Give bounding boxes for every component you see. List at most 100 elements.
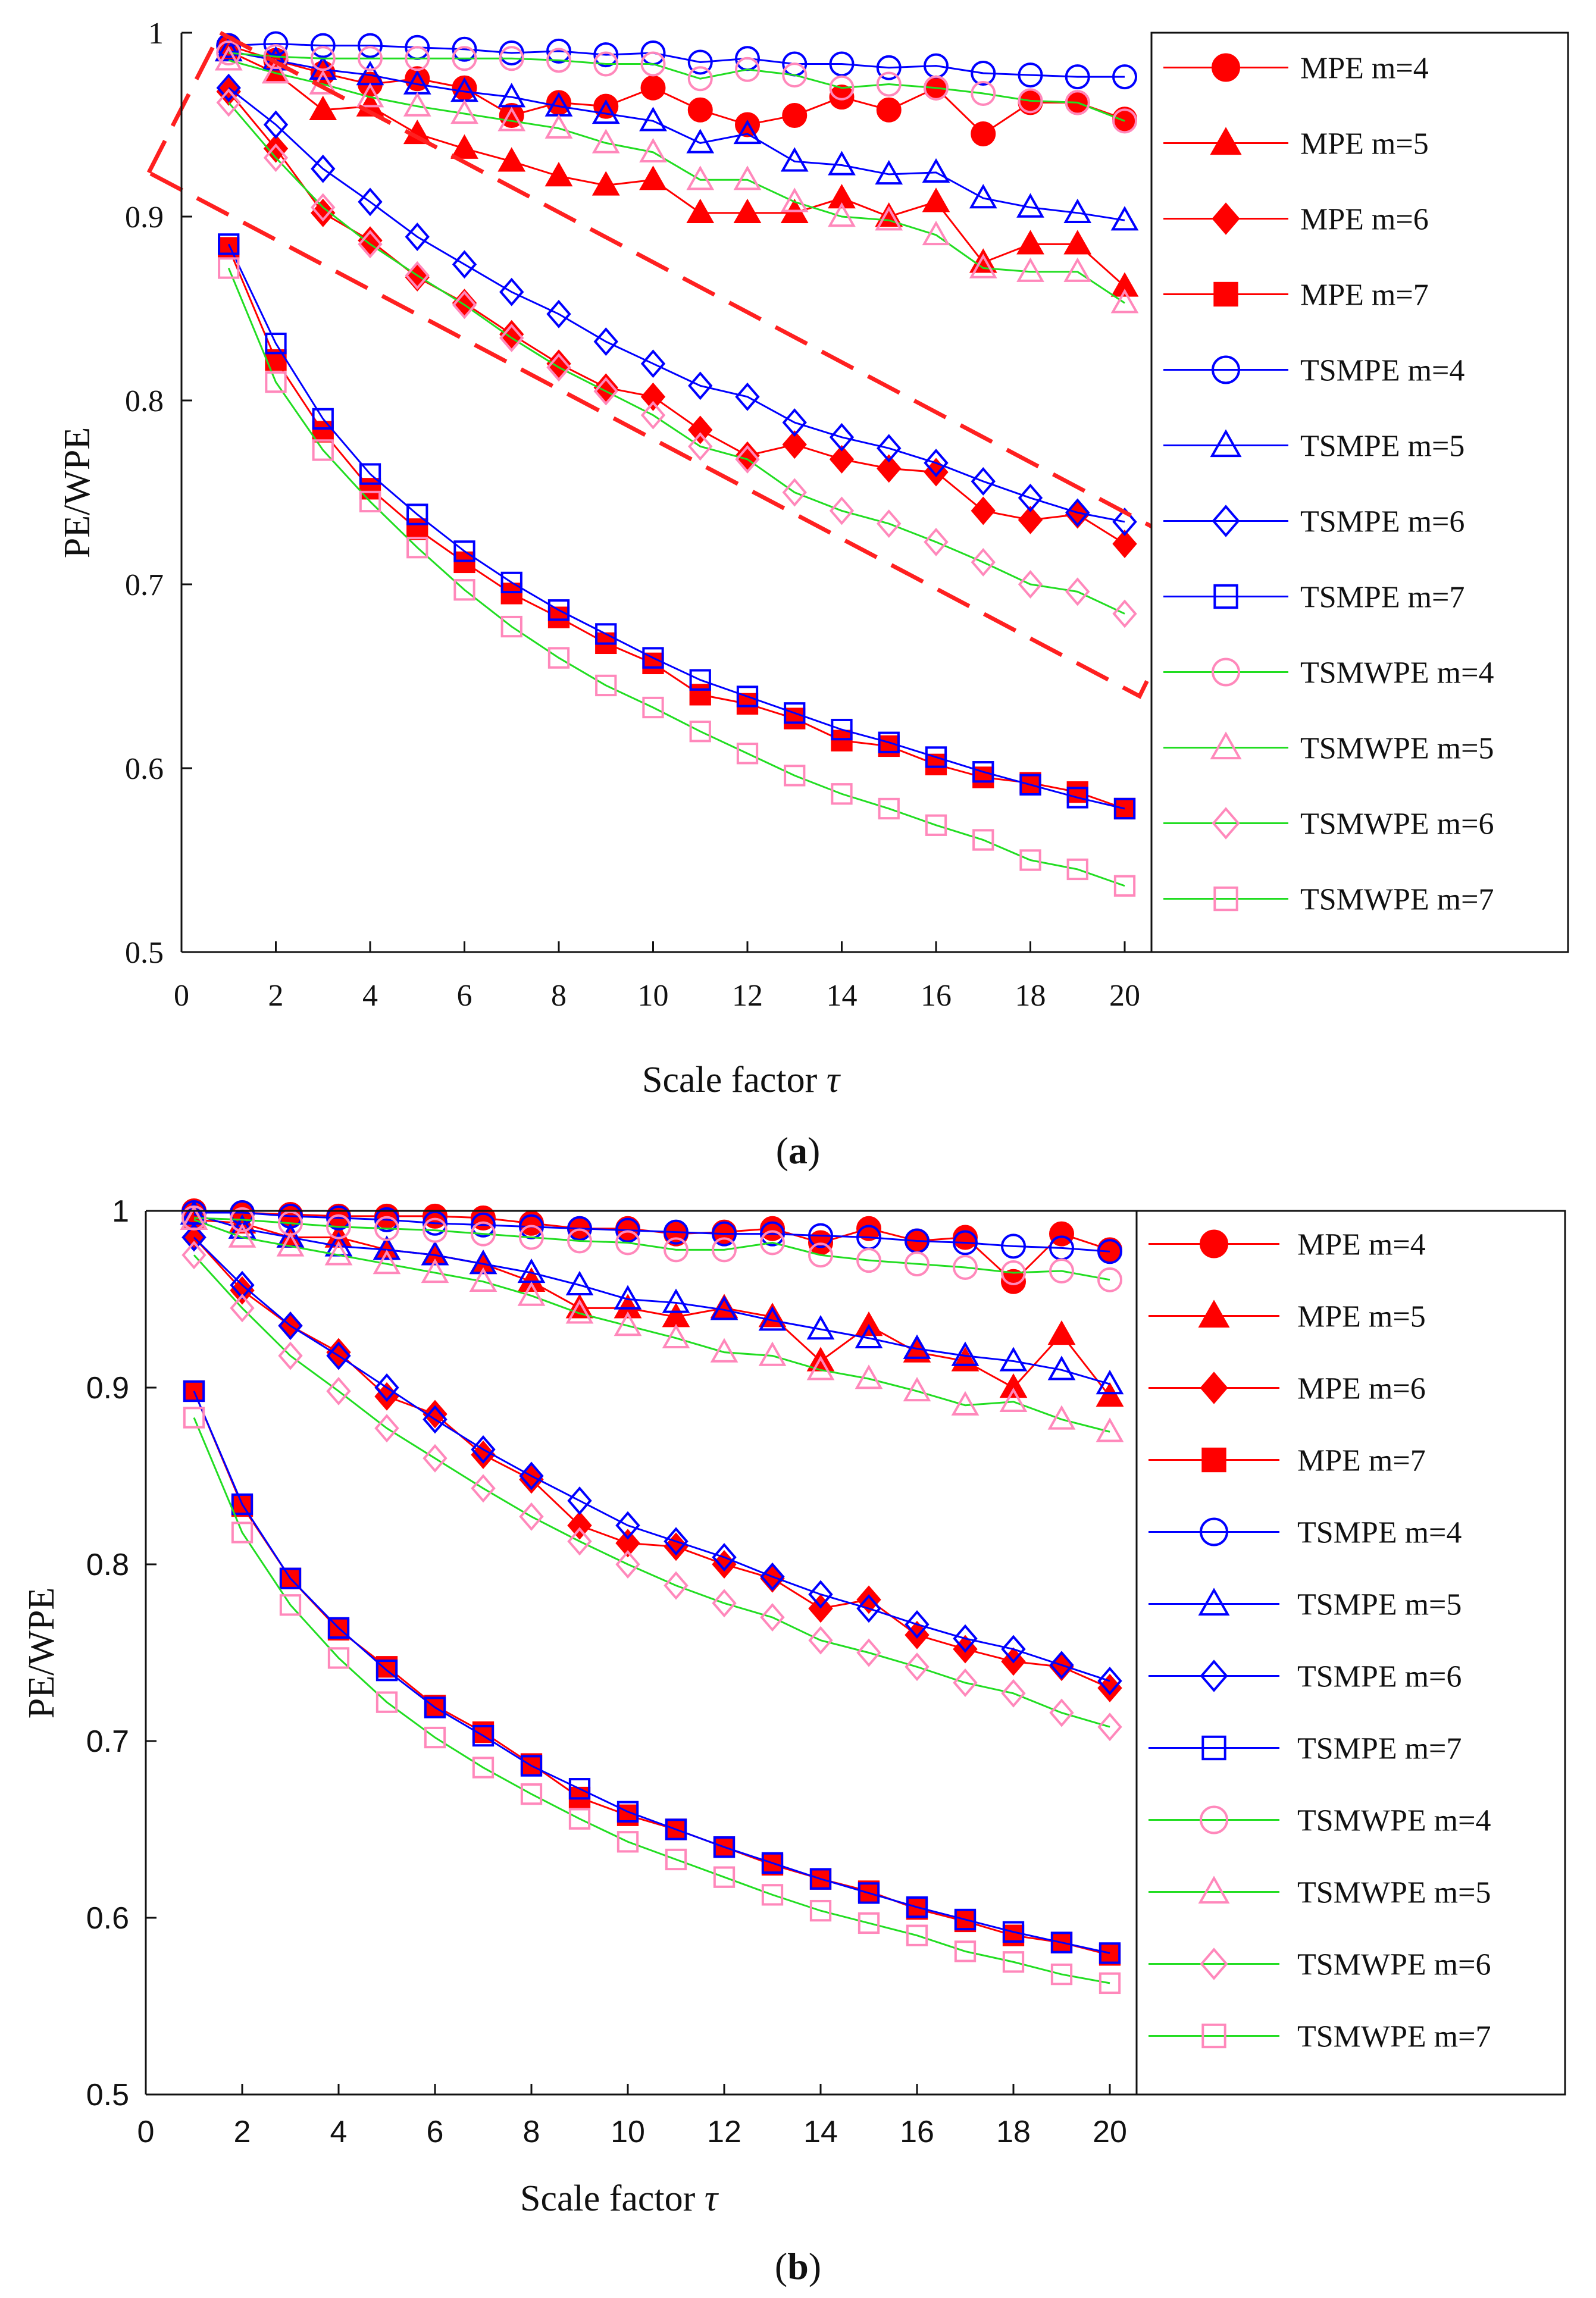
data-point [452, 250, 477, 279]
x-tick-label: 20 [1093, 2115, 1127, 2149]
data-point [971, 547, 996, 577]
y-axis-label-b: PE/WPE [21, 1588, 62, 1718]
data-point [452, 289, 477, 318]
data-point [735, 444, 760, 474]
data-point [858, 1912, 880, 1934]
data-point [567, 1228, 592, 1254]
data-point [1016, 257, 1044, 282]
data-point [806, 1314, 835, 1340]
data-point [1112, 507, 1137, 536]
data-point [276, 1232, 305, 1257]
data-point [406, 503, 428, 525]
data-point [925, 746, 947, 768]
legend-marker [1201, 1735, 1226, 1761]
legend-label: TSMWPE m=7 [1297, 2020, 1491, 2054]
data-point [969, 253, 997, 278]
data-point [782, 62, 808, 88]
data-point [263, 110, 289, 139]
data-point [592, 129, 620, 154]
legend-label: MPE m=7 [1300, 278, 1429, 312]
data-point [710, 1295, 738, 1320]
series-tsmpe-m6 [181, 1223, 1122, 1695]
data-point [829, 51, 855, 77]
data-point [903, 1376, 931, 1402]
data-point [1063, 198, 1092, 224]
data-point [472, 1724, 495, 1747]
data-point [471, 1440, 496, 1469]
data-point [230, 1276, 255, 1305]
data-point [1097, 1267, 1122, 1292]
data-point [905, 1610, 930, 1639]
legend-marker [1212, 807, 1240, 840]
legend-item: TSMWPE m=5 [1149, 1876, 1491, 1910]
x-tick-label: 10 [611, 2115, 645, 2149]
data-point [614, 1311, 642, 1336]
data-point [712, 1221, 737, 1247]
x-axis-label-symbol-a: τ [827, 1060, 841, 1100]
data-point [327, 1617, 350, 1639]
data-point [358, 187, 383, 217]
data-point [856, 1638, 881, 1667]
data-point [689, 721, 711, 743]
data-point [735, 57, 760, 82]
data-point [971, 467, 996, 496]
data-point [519, 1465, 544, 1494]
series-tsmwpe-m6 [216, 88, 1137, 628]
data-point [829, 496, 855, 525]
data-point [784, 707, 806, 730]
data-point [565, 1299, 594, 1324]
data-point [1110, 206, 1139, 231]
data-point [856, 1216, 881, 1241]
data-point [924, 75, 949, 101]
data-point [1002, 1951, 1025, 1973]
data-point [469, 1267, 497, 1292]
data-point [567, 1527, 592, 1556]
data-point [662, 1323, 690, 1349]
data-point [953, 1225, 978, 1250]
data-point [423, 1210, 447, 1236]
data-point [1018, 90, 1043, 115]
data-point [953, 1635, 978, 1664]
data-point [712, 1589, 737, 1618]
data-point [469, 1250, 497, 1275]
data-point [1001, 1679, 1026, 1708]
data-point [546, 353, 571, 382]
data-point [735, 112, 760, 137]
data-point [614, 1285, 642, 1310]
series-group-a [214, 31, 1139, 897]
legend-item: TSMWPE m=5 [1163, 731, 1494, 766]
data-point [875, 206, 903, 231]
x-tick-label: 20 [1109, 979, 1140, 1013]
data-point [593, 327, 618, 356]
legend-marker [1212, 658, 1240, 687]
data-point [453, 540, 475, 562]
series-tsmwpe-m6 [181, 1241, 1122, 1742]
data-point [922, 220, 950, 246]
data-point [406, 537, 428, 559]
data-point [971, 496, 996, 525]
y-tick-label: 0.9 [86, 1371, 129, 1405]
data-point [925, 814, 947, 836]
data-point [519, 1225, 544, 1250]
data-point [758, 1341, 787, 1366]
data-point [922, 187, 950, 212]
data-point [546, 349, 571, 378]
x-tick-labels-b: 0 2 4 6 8 10 12 14 16 18 20 [137, 2115, 1127, 2149]
data-point [615, 1529, 640, 1558]
data-point [712, 1543, 737, 1572]
data-point [664, 1237, 689, 1263]
y-tick-label: 0.8 [125, 384, 164, 418]
data-point [231, 1495, 254, 1517]
data-point [640, 349, 666, 378]
data-point [358, 230, 383, 259]
data-point [1065, 90, 1090, 115]
data-point [999, 1373, 1028, 1398]
data-point [424, 1696, 446, 1718]
data-point [829, 444, 855, 474]
legend-label: TSMWPE m=6 [1297, 1948, 1491, 1982]
series-line [229, 52, 1125, 122]
legend-label: TSMPE m=7 [1297, 1732, 1462, 1766]
data-point [855, 1323, 883, 1349]
data-point [278, 1341, 303, 1370]
data-point [733, 165, 762, 190]
